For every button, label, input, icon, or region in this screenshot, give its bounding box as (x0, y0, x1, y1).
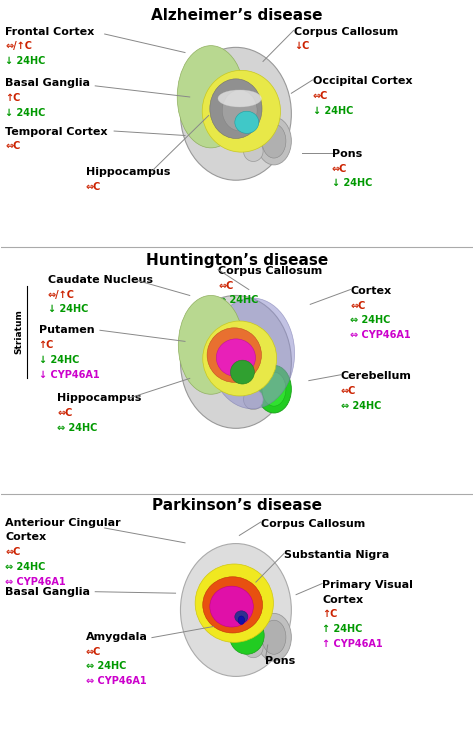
Text: ↑C: ↑C (5, 93, 21, 103)
Text: ↑C: ↑C (322, 609, 337, 620)
Ellipse shape (181, 544, 292, 677)
Text: Striatum: Striatum (14, 309, 23, 354)
Text: Occipital Cortex: Occipital Cortex (313, 76, 412, 86)
Text: ⇔C: ⇔C (57, 408, 73, 418)
Text: ↓ 24HC: ↓ 24HC (48, 304, 88, 315)
Text: ↑ 24HC: ↑ 24HC (322, 624, 363, 634)
Text: Basal Ganglia: Basal Ganglia (5, 79, 91, 88)
Text: ↓ 24HC: ↓ 24HC (5, 108, 46, 118)
Text: ↓ 24HC: ↓ 24HC (331, 178, 372, 188)
Text: ↓ 24HC: ↓ 24HC (313, 106, 353, 116)
Text: Parkinson’s disease: Parkinson’s disease (152, 499, 322, 513)
Text: Corpus Callosum: Corpus Callosum (294, 27, 398, 36)
Text: Alzheimer’s disease: Alzheimer’s disease (151, 8, 323, 23)
Text: Cortex: Cortex (322, 594, 363, 605)
Ellipse shape (262, 620, 286, 654)
Text: Anteriour Cingular: Anteriour Cingular (5, 518, 121, 528)
Text: ⇔/↑C: ⇔/↑C (5, 42, 32, 51)
Ellipse shape (203, 577, 263, 633)
Ellipse shape (256, 117, 292, 165)
Text: Amygdala: Amygdala (86, 631, 147, 642)
Ellipse shape (262, 124, 286, 158)
Text: Corpus Callosum: Corpus Callosum (218, 266, 322, 276)
Text: ⇔ 24HC: ⇔ 24HC (5, 562, 46, 572)
Text: Corpus Callosum: Corpus Callosum (261, 519, 365, 529)
Ellipse shape (181, 47, 292, 180)
Text: ⇔C: ⇔C (313, 91, 328, 101)
Ellipse shape (177, 46, 245, 148)
Text: Substantia Nigra: Substantia Nigra (284, 551, 390, 560)
Text: ⇔C: ⇔C (331, 164, 347, 174)
Text: Cortex: Cortex (5, 533, 46, 542)
Ellipse shape (210, 298, 295, 409)
Text: Putamen: Putamen (38, 325, 94, 335)
Ellipse shape (203, 321, 277, 396)
Ellipse shape (210, 586, 253, 627)
Ellipse shape (202, 70, 281, 152)
Ellipse shape (229, 617, 264, 654)
Ellipse shape (207, 328, 262, 382)
Text: Hippocampus: Hippocampus (57, 393, 142, 403)
Ellipse shape (235, 111, 259, 134)
Text: ⇔C: ⇔C (218, 280, 234, 291)
Text: ↓ 24HC: ↓ 24HC (38, 355, 79, 365)
Ellipse shape (218, 90, 262, 107)
Text: ⇔C: ⇔C (86, 182, 101, 192)
Text: ⇔ CYP46A1: ⇔ CYP46A1 (350, 330, 411, 341)
Text: Pons: Pons (331, 149, 362, 159)
Text: Basal Ganglia: Basal Ganglia (5, 587, 91, 597)
Text: ⇔ 24HC: ⇔ 24HC (350, 315, 391, 326)
Text: ⇔ 24HC: ⇔ 24HC (57, 423, 98, 433)
Text: ⇔C: ⇔C (5, 142, 21, 151)
Text: ⇔ CYP46A1: ⇔ CYP46A1 (5, 577, 66, 587)
Ellipse shape (256, 614, 292, 661)
Ellipse shape (262, 372, 286, 406)
Text: Huntington’s disease: Huntington’s disease (146, 252, 328, 268)
Text: ↓ CYP46A1: ↓ CYP46A1 (38, 370, 99, 379)
Text: ⇔ 24HC: ⇔ 24HC (218, 295, 258, 306)
Text: ⇔ CYP46A1: ⇔ CYP46A1 (86, 676, 146, 686)
Text: ⇔C: ⇔C (5, 548, 21, 557)
Ellipse shape (256, 365, 292, 413)
Text: Cortex: Cortex (350, 286, 392, 296)
Ellipse shape (244, 389, 263, 410)
Ellipse shape (178, 295, 244, 394)
Ellipse shape (244, 637, 263, 657)
Ellipse shape (230, 360, 255, 384)
Text: ⇔ 24HC: ⇔ 24HC (86, 661, 126, 672)
Text: ⇔ 24HC: ⇔ 24HC (341, 401, 382, 410)
Text: Primary Visual: Primary Visual (322, 580, 413, 590)
Text: ↓ 24HC: ↓ 24HC (5, 56, 46, 66)
Text: ↑ CYP46A1: ↑ CYP46A1 (322, 639, 383, 649)
Ellipse shape (235, 611, 248, 623)
Ellipse shape (238, 616, 245, 625)
Text: Frontal Cortex: Frontal Cortex (5, 27, 95, 36)
Text: ⇔C: ⇔C (350, 301, 366, 311)
Text: ⇔C: ⇔C (341, 386, 356, 395)
Ellipse shape (222, 90, 257, 131)
Ellipse shape (216, 339, 255, 376)
Text: ↓C: ↓C (294, 42, 309, 51)
Text: ⇔C: ⇔C (86, 646, 101, 657)
Ellipse shape (210, 79, 262, 139)
Ellipse shape (244, 141, 263, 162)
Ellipse shape (195, 564, 273, 643)
Text: Cerebellum: Cerebellum (341, 371, 412, 381)
Text: ↑C: ↑C (38, 340, 54, 350)
Text: Temporal Cortex: Temporal Cortex (5, 127, 108, 137)
Ellipse shape (181, 295, 292, 428)
Text: Caudate Nucleus: Caudate Nucleus (48, 275, 153, 285)
Text: Hippocampus: Hippocampus (86, 168, 170, 177)
Text: ⇔/↑C: ⇔/↑C (48, 289, 75, 300)
Text: Pons: Pons (265, 656, 296, 666)
